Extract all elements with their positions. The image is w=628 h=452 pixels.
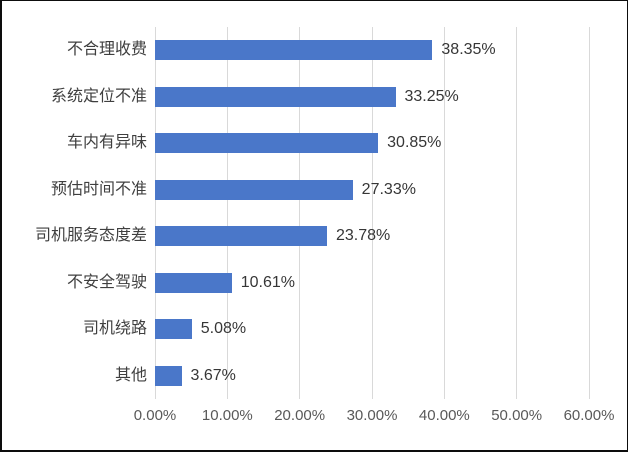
gridline bbox=[371, 27, 373, 399]
x-tick-label: 60.00% bbox=[563, 407, 615, 424]
bar bbox=[155, 133, 379, 154]
value-label: 30.85% bbox=[387, 134, 442, 152]
value-label: 33.25% bbox=[404, 87, 459, 105]
category-label: 预估时间不准 bbox=[50, 180, 147, 198]
value-label: 27.33% bbox=[361, 180, 416, 198]
category-label: 系统定位不准 bbox=[50, 87, 147, 105]
x-tick-label: 10.00% bbox=[201, 407, 253, 424]
x-tick-label: 20.00% bbox=[274, 407, 326, 424]
x-tick-label: 40.00% bbox=[418, 407, 470, 424]
bar bbox=[155, 86, 396, 107]
category-label: 司机服务态度差 bbox=[34, 227, 147, 245]
bar bbox=[155, 40, 433, 61]
x-tick-label: 50.00% bbox=[491, 407, 543, 424]
value-label: 23.78% bbox=[336, 227, 391, 245]
bar bbox=[155, 365, 182, 386]
value-label: 10.61% bbox=[240, 273, 295, 291]
x-tick-label: 30.00% bbox=[346, 407, 398, 424]
gridline bbox=[443, 27, 445, 399]
category-label: 不安全驾驶 bbox=[66, 273, 147, 291]
gridline bbox=[226, 27, 228, 399]
category-label: 司机绕路 bbox=[82, 320, 147, 338]
bar bbox=[155, 226, 327, 247]
gridline bbox=[154, 27, 156, 399]
gridline bbox=[299, 27, 301, 399]
x-tick-label: 0.00% bbox=[133, 407, 177, 424]
bar bbox=[155, 319, 192, 340]
category-label: 其他 bbox=[114, 366, 147, 384]
bar bbox=[155, 272, 232, 293]
value-label: 5.08% bbox=[200, 320, 247, 338]
gridline bbox=[588, 27, 590, 399]
value-label: 38.35% bbox=[441, 41, 496, 59]
bar bbox=[155, 179, 353, 200]
gridline bbox=[516, 27, 518, 399]
value-label: 3.67% bbox=[190, 366, 236, 384]
category-label: 车内有异味 bbox=[66, 134, 147, 152]
category-label: 不合理收费 bbox=[66, 41, 147, 59]
